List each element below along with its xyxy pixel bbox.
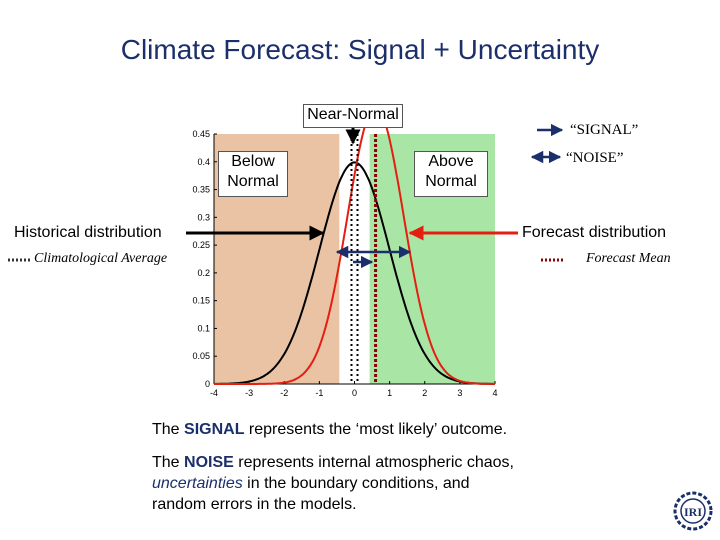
y-tick-label: 0.4 (197, 157, 210, 167)
above-normal-line-1: Above (428, 153, 474, 170)
x-tick-label: 1 (387, 388, 392, 398)
y-tick-label: 0.15 (192, 296, 210, 306)
y-tick-label: 0.3 (197, 212, 210, 222)
y-tick-label: 0 (205, 379, 210, 389)
p2-part-5: in the boundary conditions, and (242, 475, 470, 492)
historical-distribution-label: Historical distribution (14, 224, 162, 241)
x-tick-label: 2 (422, 388, 427, 398)
above-normal-line-2: Normal (425, 173, 477, 190)
iri-logo: IRI (673, 491, 713, 531)
chart-vlines (350, 134, 378, 384)
x-tick-label: 4 (492, 388, 497, 398)
p2-part-1: The (152, 454, 185, 471)
x-tick-label: -4 (210, 388, 218, 398)
uncertainties-word: uncertainties (152, 475, 243, 492)
above-normal-label: Above Normal (414, 151, 488, 197)
forecast-mean-label: Forecast Mean (586, 251, 671, 266)
x-tick-label: 0 (352, 388, 357, 398)
signal-keyword: SIGNAL (184, 421, 245, 438)
y-tick-label: 0.45 (192, 129, 210, 139)
x-tick-label: -2 (280, 388, 288, 398)
curve-forecast-distribution (214, 105, 495, 385)
iri-logo-text: IRI (684, 505, 702, 519)
curve-historical-distribution (214, 161, 495, 385)
y-tick-label: 0.35 (192, 185, 210, 195)
x-tick-label: -1 (315, 388, 323, 398)
noise-keyword: NOISE (184, 454, 234, 471)
annotation-arrows (8, 123, 564, 269)
climatological-average-label: Climatological Average (34, 251, 168, 266)
near-normal-label: Near-Normal (303, 104, 403, 128)
noise-key-label: “NOISE” (566, 150, 624, 166)
below-normal-line-2: Normal (227, 173, 279, 190)
p2-line-1: The NOISE represents internal atmospheri… (152, 452, 592, 473)
signal-key-label: “SIGNAL” (570, 122, 639, 138)
x-tick-label: -3 (245, 388, 253, 398)
p2-part-3: represents internal atmospheric chaos, (233, 454, 514, 471)
p1-part-3: represents the ‘most likely’ outcome. (244, 421, 508, 438)
y-tick-label: 0.25 (192, 240, 210, 250)
y-tick-label: 0.05 (192, 351, 210, 361)
noise-paragraph: The NOISE represents internal atmospheri… (152, 452, 592, 515)
chart-axes: -4 -3 -2 -1 0 1 2 3 4 0 0.05 0.1 0.15 0.2 0.25 0.3 0.35 0… (192, 129, 497, 398)
x-tick-label: 3 (457, 388, 462, 398)
chart-curves (214, 105, 495, 385)
p2-line-2: uncertainties in the boundary conditions… (152, 473, 592, 494)
y-tick-label: 0.2 (197, 268, 210, 278)
below-normal-line-1: Below (231, 153, 275, 170)
p1-part-1: The (152, 421, 185, 438)
below-normal-label: Below Normal (218, 151, 288, 197)
forecast-distribution-label: Forecast distribution (522, 224, 667, 241)
page-title: Climate Forecast: Signal + Uncertainty (120, 34, 600, 65)
signal-paragraph: The SIGNAL represents the ‘most likely’ … (152, 419, 507, 440)
p2-line-3: random errors in the models. (152, 496, 357, 513)
y-tick-label: 0.1 (197, 323, 210, 333)
